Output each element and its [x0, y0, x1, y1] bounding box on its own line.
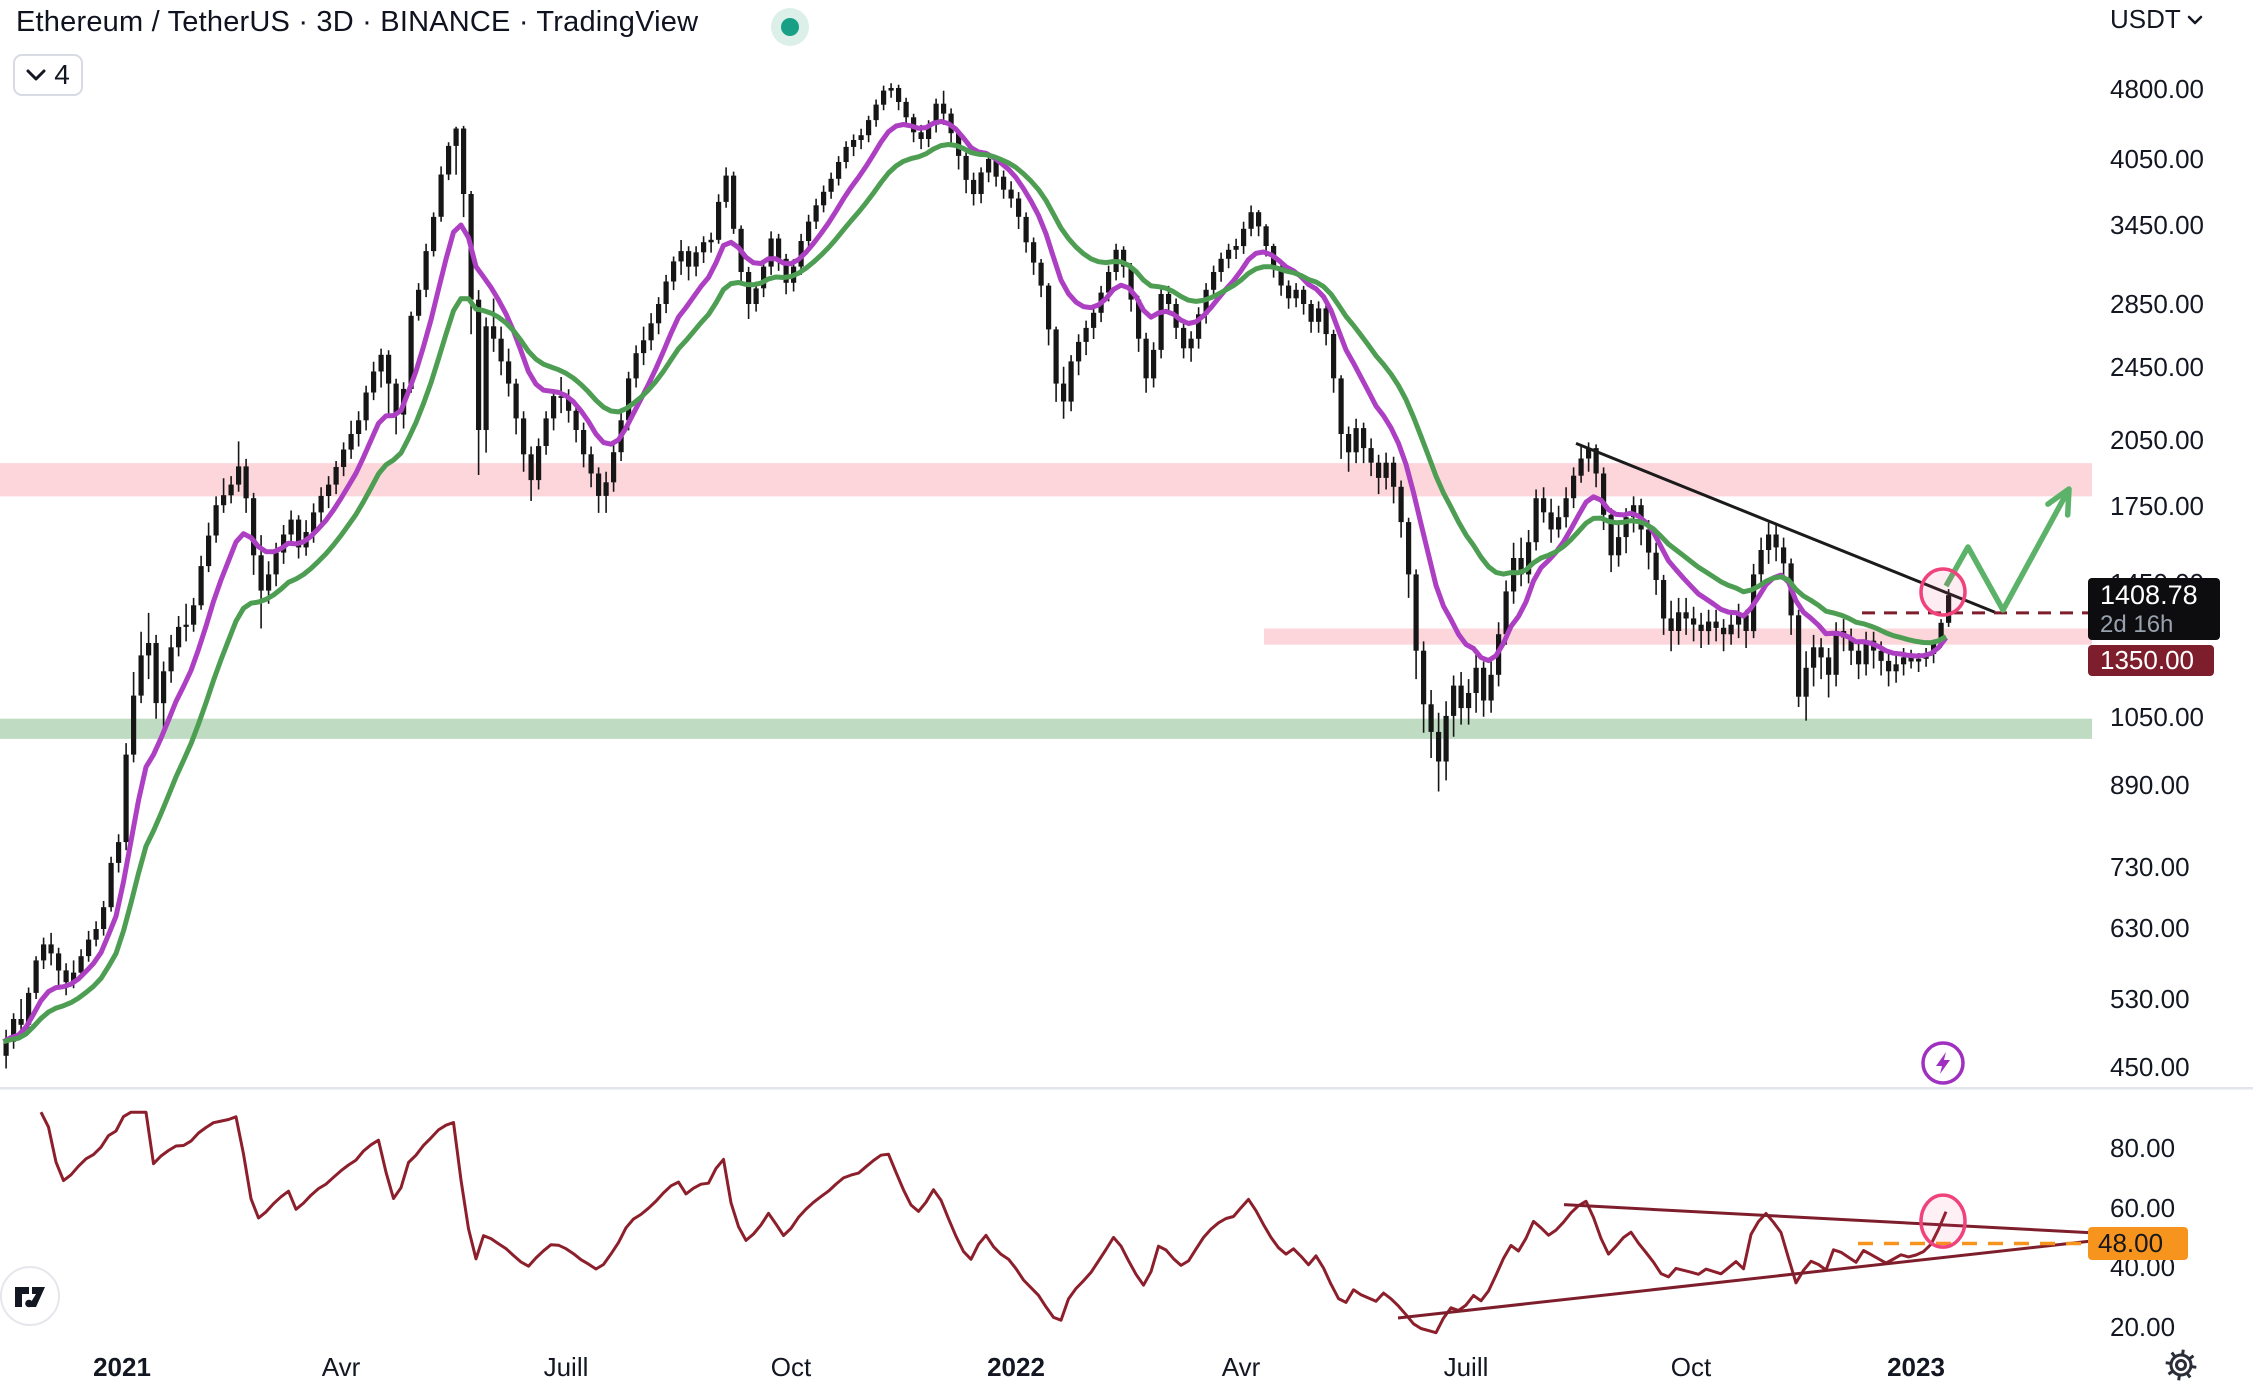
symbol-title[interactable]: Ethereum / TetherUS · 3D · BINANCE · Tra…: [16, 6, 699, 38]
price-tick-450: 450.00: [2110, 1051, 2190, 1082]
price-tick-730: 730.00: [2110, 851, 2190, 882]
rsi-lower-trendline: [1397, 1238, 2097, 1320]
chevron-down-icon: [26, 69, 46, 81]
slow-ma-line[interactable]: [2, 142, 1948, 1045]
rsi-tick-20: 20.00: [2110, 1311, 2176, 1342]
chevron-down-icon: [2187, 15, 2203, 24]
time-tick-Avr[interactable]: Avr: [321, 1352, 361, 1382]
indicator-count: 4: [54, 59, 70, 90]
price-tick-1050: 1050.00: [2110, 701, 2204, 732]
price-tick-4800: 4800.00: [2110, 74, 2204, 104]
price-tick-890: 890.00: [2110, 769, 2190, 800]
tradingview-logo-icon: [15, 1287, 45, 1308]
rsi-line: [39, 1110, 1948, 1335]
market-status-halo: [771, 8, 809, 46]
chart-drawings[interactable]: [1575, 442, 2095, 617]
price-tick-2050: 2050.00: [2110, 425, 2204, 456]
price-tick-3450: 3450.00: [2110, 210, 2204, 241]
bar-countdown: 2d 16h: [2100, 611, 2174, 638]
lightning-icon[interactable]: [1921, 1041, 1965, 1085]
rsi-pane: [39, 1110, 2097, 1335]
last-price-value: 1408.78: [2100, 580, 2198, 610]
rsi-highlight-circle: [1919, 1193, 1967, 1249]
level-1350-label: 1350.00: [2088, 645, 2214, 676]
arrow-head: [2045, 486, 2072, 518]
fast-ma-line[interactable]: [2, 118, 1948, 1044]
tradingview-logo[interactable]: [0, 1266, 60, 1326]
candlestick-series: [3, 83, 1952, 1069]
market-open-dot[interactable]: [781, 18, 799, 36]
price-tick-530: 530.00: [2110, 984, 2190, 1015]
support-zone[interactable]: [0, 718, 2092, 739]
pane-separator[interactable]: [0, 1087, 2253, 1090]
time-tick-2023[interactable]: 2023: [1887, 1352, 1945, 1382]
price-tick-4050: 4050.00: [2110, 144, 2204, 175]
price-tick-630: 630.00: [2110, 912, 2190, 943]
time-tick-Oct[interactable]: Oct: [1670, 1352, 1712, 1382]
price-tick-2450: 2450.00: [2110, 351, 2204, 382]
indicators-collapse-button[interactable]: 4: [13, 54, 83, 96]
time-tick-Avr[interactable]: Avr: [1221, 1352, 1261, 1382]
time-tick-2021[interactable]: 2021: [93, 1352, 151, 1382]
last-price-label: 1408.78 2d 16h: [2088, 578, 2220, 640]
moving-average-lines: [2, 118, 1948, 1045]
time-tick-Oct[interactable]: Oct: [770, 1352, 812, 1382]
price-scale-currency-button[interactable]: USDT: [2110, 4, 2203, 35]
price-zones: [0, 463, 2092, 739]
time-tick-Juill[interactable]: Juill: [543, 1352, 589, 1382]
rsi-level-48-label: 48.00: [2088, 1227, 2188, 1260]
settings-gear-icon[interactable]: [2160, 1344, 2202, 1386]
pane-separator-line: [0, 1087, 2253, 1090]
resistance-zone[interactable]: [0, 463, 2092, 497]
time-tick-Juill[interactable]: Juill: [1443, 1352, 1489, 1382]
rsi-upper-trendline: [1563, 1203, 2097, 1235]
price-tick-2850: 2850.00: [2110, 289, 2204, 320]
time-tick-2022[interactable]: 2022: [987, 1352, 1045, 1382]
breakout-highlight-circle: [1919, 567, 1967, 617]
price-tick-1750: 1750.00: [2110, 490, 2204, 521]
bullish-projection-arrow: [1943, 487, 2072, 613]
currency-label: USDT: [2110, 4, 2181, 34]
descending-trendline: [1575, 442, 1996, 614]
rsi-tick-80: 80.00: [2110, 1133, 2176, 1163]
rsi-tick-60: 60.00: [2110, 1192, 2176, 1223]
